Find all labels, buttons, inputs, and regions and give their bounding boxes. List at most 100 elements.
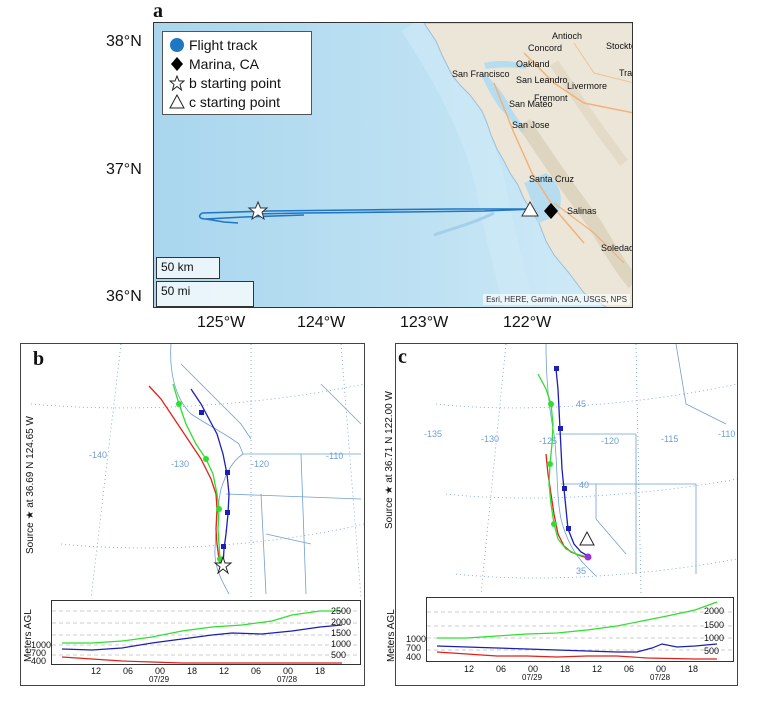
agl-blue (436, 643, 718, 653)
legend-label: b starting point (189, 74, 281, 91)
b-lon-tick-140: -140 (89, 450, 108, 460)
place-san-jose: San Jose (512, 120, 550, 130)
panel-b-agl-svg (52, 610, 360, 664)
c-agl-left-400: 400 (406, 652, 422, 662)
c-date-label: 07/28 (650, 673, 671, 682)
b-date-label: 07/28 (277, 675, 298, 684)
c-lon-tick-135: -135 (424, 429, 443, 439)
legend-marina: Marina, CA (169, 54, 305, 73)
agl-green (62, 610, 342, 644)
lat-label-37: 37°N (106, 161, 142, 178)
c-date-label: 07/29 (522, 673, 543, 682)
relief-1 (518, 119, 632, 288)
b-time-tick: 00 (283, 666, 294, 676)
b-agl-left-700: 700 (31, 648, 47, 658)
panel-c-source-label: Source ★ at 36.71 N 122.00 W (384, 391, 395, 529)
panel-a-map[interactable]: Antioch Stockton Concord Oakland Tracy S… (153, 22, 633, 308)
san-pablo-bay (484, 60, 526, 69)
lat-label-36: 36°N (106, 288, 142, 305)
panel-b-letter: b (33, 348, 45, 370)
c-agl-right-500: 500 (704, 646, 720, 656)
c-time-tick: 06 (496, 664, 507, 674)
panel-b-map (30, 344, 364, 598)
c-lat-tick-45: 45 (576, 399, 587, 409)
b-agl-left-400: 400 (31, 656, 47, 666)
road-3 (553, 202, 625, 264)
c-agl-left-1000: 1000 (406, 634, 427, 644)
c-agl-right-1500: 1500 (704, 620, 725, 630)
c-agl-title: Meters AGL (386, 609, 397, 662)
lon-label-123: 123°W (400, 314, 449, 331)
c-lon-tick-120: -120 (601, 436, 620, 446)
place-concord: Concord (528, 43, 563, 53)
scale-bar-mi: 50 mi (156, 281, 254, 307)
legend-label: c starting point (189, 93, 281, 110)
place-soledad: Soledad (601, 243, 633, 253)
c-time-tick: 06 (624, 664, 635, 674)
lon-label-125: 125°W (197, 314, 246, 331)
traj-blue (555, 368, 589, 557)
place-livermore: Livermore (567, 81, 608, 91)
legend-label: Marina, CA (189, 55, 260, 72)
panel-c-map (435, 344, 737, 594)
panel-c-letter: c (398, 346, 407, 368)
panel-c-traj-markers (547, 366, 592, 561)
b-time-tick: 18 (187, 666, 198, 676)
b-lon-tick-120: -120 (251, 459, 270, 469)
panel-c-trajectories (537, 368, 589, 559)
place-stockton: Stockton (606, 41, 632, 51)
lon-label-122: 122°W (503, 314, 552, 331)
road-1 (493, 82, 585, 244)
panel-c-agl-plot (426, 597, 734, 662)
c-lat-tick-40: 40 (579, 480, 590, 490)
traj-red (148, 385, 222, 567)
place-san-leandro: San Leandro (516, 75, 568, 85)
c-time-tick: 18 (560, 664, 571, 674)
black-diamond-icon (169, 56, 185, 72)
panel-b-source-star-icon (213, 555, 233, 575)
c-lon-tick-110: -110 (718, 429, 736, 439)
c-start-triangle-icon (521, 200, 539, 217)
relief-2 (549, 60, 629, 166)
place-oakland: Oakland (516, 59, 550, 69)
panel-c-source-triangle-icon (579, 530, 595, 546)
place-santa-cruz: Santa Cruz (529, 174, 575, 184)
panel-c-agl-svg (427, 601, 733, 660)
b-agl-right-2500: 2500 (331, 606, 352, 616)
legend-label: Flight track (189, 36, 258, 53)
place-antioch: Antioch (552, 31, 583, 41)
b-agl-title: Meters AGL (23, 609, 34, 662)
agl-blue (61, 624, 343, 651)
c-time-tick: 00 (656, 664, 667, 674)
panel-b-frame: b (20, 343, 365, 686)
map-attribution: Esri, HERE, Garmin, NGA, USGS, NPS (483, 294, 630, 305)
b-agl-right-500: 500 (331, 650, 347, 660)
sf-bay (482, 73, 526, 133)
white-star-icon (168, 74, 186, 91)
b-agl-right-1500: 1500 (331, 628, 352, 638)
c-time-tick: 18 (688, 664, 699, 674)
canyon (433, 211, 495, 237)
b-time-tick: 00 (155, 666, 166, 676)
panel-c-map-lines (435, 344, 737, 594)
agl-green (437, 601, 718, 639)
b-time-tick: 12 (91, 666, 102, 676)
b-time-tick: 06 (251, 666, 262, 676)
b-agl-right-1000: 1000 (331, 639, 352, 649)
b-lon-tick-110: -110 (326, 451, 344, 461)
white-triangle-icon (169, 93, 185, 110)
panel-b-source-label: Source ★ at 36.69 N 124.65 W (25, 416, 36, 554)
legend-c-start: c starting point (169, 92, 305, 111)
panel-c-frame: c (384, 343, 738, 686)
agl-red (436, 651, 717, 660)
b-agl-right-2000: 2000 (331, 617, 352, 627)
panel-b-map-lines (30, 344, 364, 598)
b-agl-left-1000: 1000 (31, 640, 52, 650)
c-time-tick: 12 (464, 664, 475, 674)
c-agl-right-1000: 1000 (704, 633, 725, 643)
place-fremont: Fremont (534, 93, 568, 103)
agl-red (61, 656, 342, 664)
traj-green (172, 383, 223, 567)
c-lat-tick-35: 35 (576, 566, 587, 576)
b-start-star-icon (247, 200, 269, 221)
